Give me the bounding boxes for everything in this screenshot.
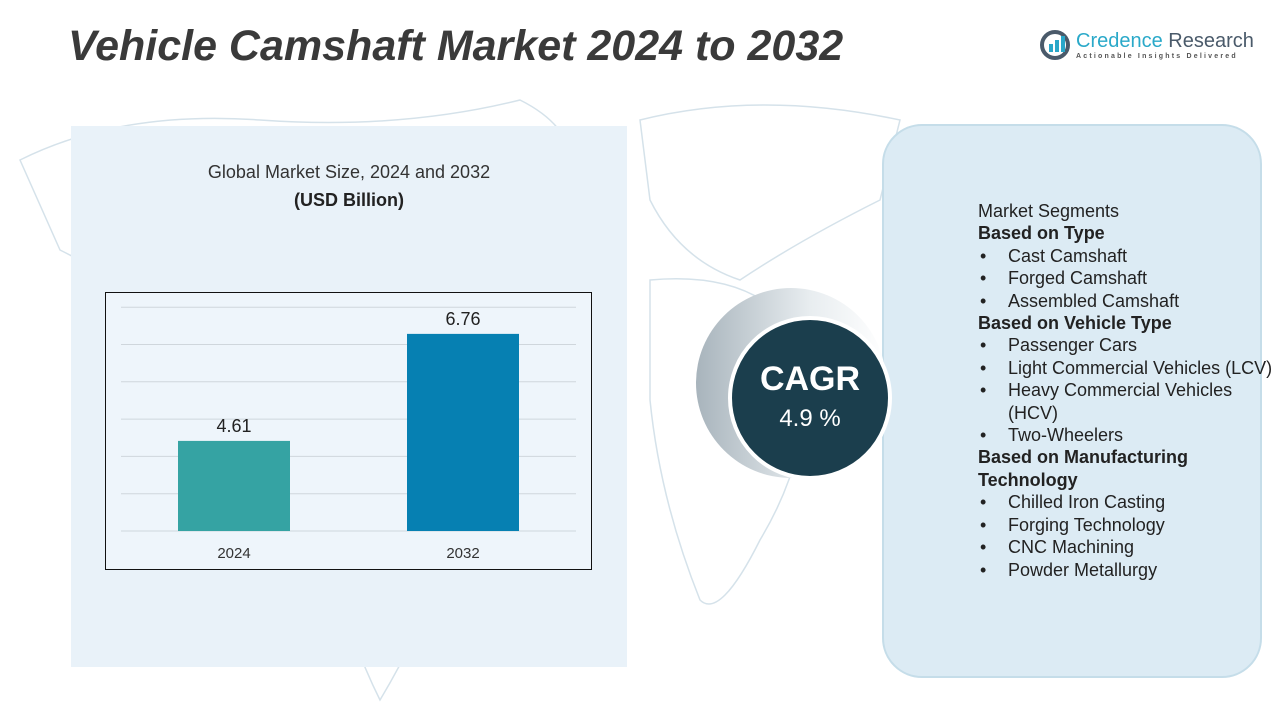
x-tick-label: 2032 (446, 545, 479, 562)
logo-tagline: Actionable Insights Delivered (1076, 53, 1238, 60)
segment-item: Assembled Camshaft (978, 290, 1280, 313)
chart-subtitle: Global Market Size, 2024 and 2032 (207, 162, 491, 182)
page-title: Vehicle Camshaft Market 2024 to 2032 (68, 22, 844, 70)
logo-chart-icon (1040, 30, 1070, 60)
bar-chart-frame: 4.61 2024 6.76 2032 (105, 292, 592, 570)
x-tick-label: 2024 (217, 545, 250, 562)
segment-item: CNC Machining (978, 536, 1280, 559)
credence-research-logo: Credence Research Actionable Insights De… (1040, 30, 1254, 60)
segment-group-title: Based on Manufacturing Technology (978, 447, 1189, 490)
bar-chart: 4.61 2024 6.76 2032 (121, 306, 576, 562)
cagr-value: 4.9 % (779, 405, 841, 432)
market-segments-list: Market Segments Based on TypeCast Camsha… (978, 200, 1280, 581)
bar-2024 (178, 440, 290, 531)
segment-item: Chilled Iron Casting (978, 491, 1280, 514)
segment-item: Forged Camshaft (978, 267, 1280, 290)
segment-item: Heavy Commercial Vehicles (HCV) (978, 379, 1280, 424)
segment-group-title: Based on Vehicle Type (978, 313, 1172, 334)
cagr-badge: CAGR 4.9 % (728, 316, 892, 480)
segment-item: Light Commercial Vehicles (LCV) (978, 357, 1280, 380)
logo-name: Credence (1076, 30, 1163, 52)
segments-heading: Market Segments (978, 201, 1120, 221)
segment-item: Passenger Cars (978, 334, 1280, 357)
cagr-label: CAGR (759, 360, 861, 398)
logo-name-2: Research (1162, 30, 1254, 52)
chart-unit: (USD Billion) (294, 190, 404, 210)
segment-group-title: Based on Type (978, 223, 1105, 244)
bar-2032 (407, 333, 519, 531)
segment-item: Forging Technology (978, 514, 1280, 537)
segment-item: Powder Metallurgy (978, 559, 1280, 582)
segment-item: Cast Camshaft (978, 245, 1280, 268)
data-label: 6.76 (445, 309, 480, 329)
data-label: 4.61 (216, 416, 251, 436)
segment-item: Two-Wheelers (978, 424, 1280, 447)
